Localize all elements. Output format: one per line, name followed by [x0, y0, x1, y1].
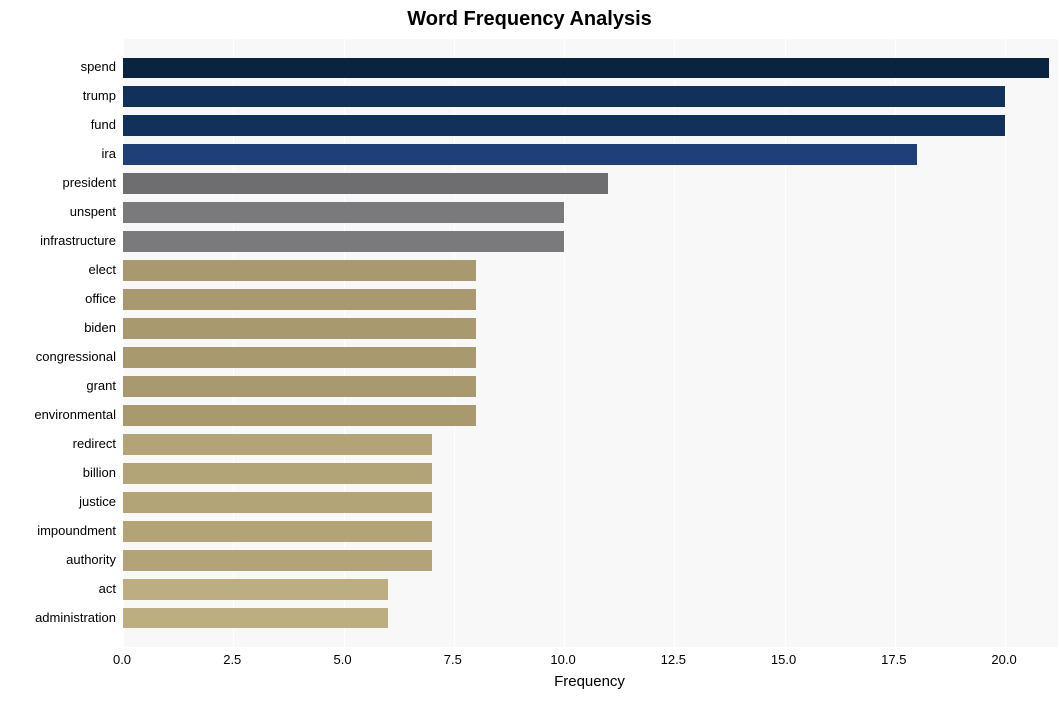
bar	[123, 347, 476, 368]
bar	[123, 86, 1005, 107]
y-tick-label: unspent	[70, 204, 116, 219]
y-tick-label: justice	[79, 494, 116, 509]
y-tick-label: spend	[81, 59, 116, 74]
bar	[123, 260, 476, 281]
bar	[123, 463, 432, 484]
grid-line	[1005, 39, 1006, 647]
y-tick-label: elect	[89, 262, 116, 277]
chart-container: Word Frequency Analysis Frequency spend t…	[0, 0, 1059, 701]
bar	[123, 579, 388, 600]
y-tick-label: fund	[91, 117, 116, 132]
x-tick-label: 20.0	[991, 652, 1016, 667]
bar	[123, 434, 432, 455]
y-tick-label: impoundment	[37, 523, 116, 538]
bar	[123, 144, 917, 165]
plot-area	[122, 38, 1059, 648]
y-tick-label: ira	[102, 146, 116, 161]
y-tick-label: trump	[83, 88, 116, 103]
bar	[123, 376, 476, 397]
y-tick-label: infrastructure	[40, 233, 116, 248]
bar	[123, 202, 564, 223]
x-tick-label: 10.0	[550, 652, 575, 667]
y-tick-label: grant	[86, 378, 116, 393]
x-tick-label: 7.5	[444, 652, 462, 667]
y-tick-label: administration	[35, 610, 116, 625]
bar	[123, 608, 388, 629]
y-tick-label: congressional	[36, 349, 116, 364]
x-tick-label: 2.5	[223, 652, 241, 667]
y-tick-label: president	[63, 175, 116, 190]
y-tick-label: office	[85, 291, 116, 306]
y-tick-label: authority	[66, 552, 116, 567]
x-tick-label: 15.0	[771, 652, 796, 667]
bar	[123, 492, 432, 513]
bar	[123, 289, 476, 310]
bar	[123, 58, 1049, 79]
bar	[123, 550, 432, 571]
y-tick-label: redirect	[73, 436, 116, 451]
bar	[123, 318, 476, 339]
bar	[123, 405, 476, 426]
chart-title: Word Frequency Analysis	[0, 8, 1059, 31]
y-tick-label: biden	[84, 320, 116, 335]
x-tick-label: 0.0	[113, 652, 131, 667]
bar	[123, 521, 432, 542]
x-tick-label: 17.5	[881, 652, 906, 667]
x-tick-label: 12.5	[661, 652, 686, 667]
x-axis-title: Frequency	[122, 673, 1057, 690]
bar	[123, 115, 1005, 136]
y-tick-label: environmental	[34, 407, 116, 422]
x-tick-label: 5.0	[333, 652, 351, 667]
bar	[123, 231, 564, 252]
y-tick-label: act	[99, 581, 116, 596]
y-tick-label: billion	[83, 465, 116, 480]
bar	[123, 173, 608, 194]
